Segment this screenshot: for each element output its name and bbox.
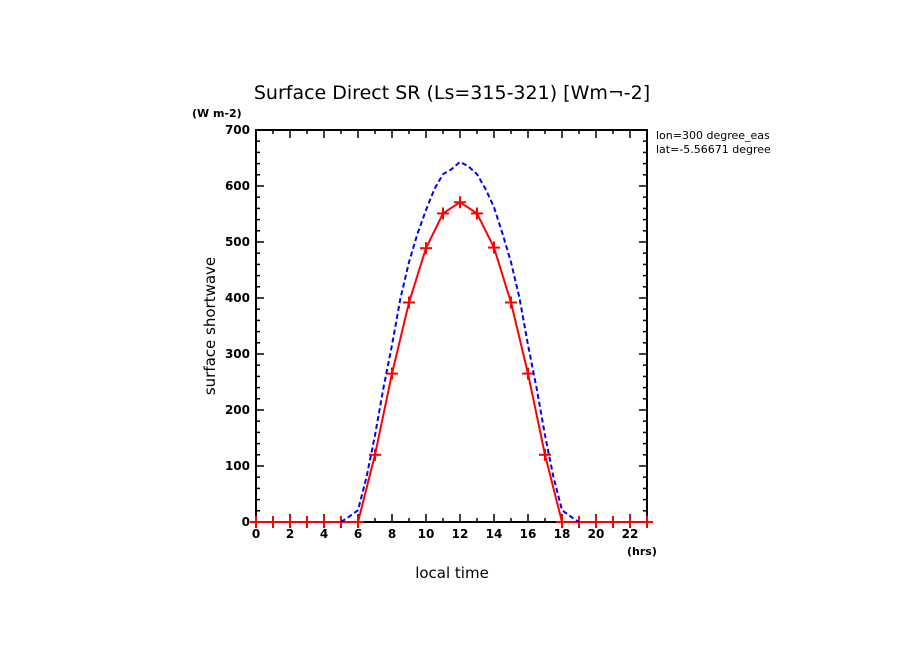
y-axis-label: surface shortwave [201,257,219,395]
series-red-line [256,201,647,523]
x-tick-label: 0 [252,527,260,541]
data-point-marker [522,367,534,380]
x-tick-label: 4 [320,527,328,541]
y-tick-label: 600 [225,179,250,193]
data-point-marker [369,448,381,461]
plot-frame [255,129,648,523]
data-point-marker [437,207,449,220]
axes [255,129,648,523]
data-point-marker [403,296,415,309]
annotation-lon: lon=300 degree_eas [656,129,770,142]
data-point-marker [454,196,466,209]
ticks: 0 100 200 300 400 500 600 700 0 2 4 6 8 10 12 14 16 18 20 2… [225,123,648,541]
y-tick-label: 500 [225,235,250,249]
x-tick-label: 14 [486,527,503,541]
x-tick-label: 20 [588,527,605,541]
data-point-marker [284,516,296,528]
data-point-marker [607,516,619,528]
data-point-marker [539,448,551,461]
y-tick-label: 100 [225,459,250,473]
x-tick-label: 8 [388,527,396,541]
data-point-marker [318,516,330,528]
y-tick-label: 400 [225,291,250,305]
y-tick-label: 700 [225,123,250,137]
x-tick-label: 2 [286,527,294,541]
data-point-marker [250,516,262,528]
series [250,160,653,528]
chart-title: Surface Direct SR (Ls=315-321) [Wm¬-2] [254,82,650,104]
y-tick-label: 300 [225,347,250,361]
x-tick-label: 16 [520,527,537,541]
data-point-marker [420,242,432,255]
y-units-label: (W m-2) [192,107,242,120]
data-point-marker [488,241,500,254]
data-point-marker [641,516,653,528]
data-point-marker [386,367,398,380]
x-tick-label: 6 [354,527,362,541]
x-tick-label: 12 [452,527,469,541]
x-units-label: (hrs) [627,545,657,558]
data-point-marker [352,516,364,528]
x-tick-label: 22 [622,527,639,541]
y-tick-label: 0 [242,515,250,529]
series-blue-dashed-line [340,160,580,523]
x-tick-label: 18 [554,527,571,541]
y-tick-label: 200 [225,403,250,417]
data-point-marker [301,516,313,528]
data-point-marker [471,207,483,220]
data-point-marker [556,516,568,528]
data-point-marker [505,296,517,309]
data-point-marker [267,516,279,528]
data-point-marker [590,516,602,528]
annotation-lat: lat=-5.56671 degree [656,143,771,156]
x-tick-label: 10 [418,527,435,541]
data-point-marker [624,516,636,528]
x-axis-label: local time [415,564,489,582]
